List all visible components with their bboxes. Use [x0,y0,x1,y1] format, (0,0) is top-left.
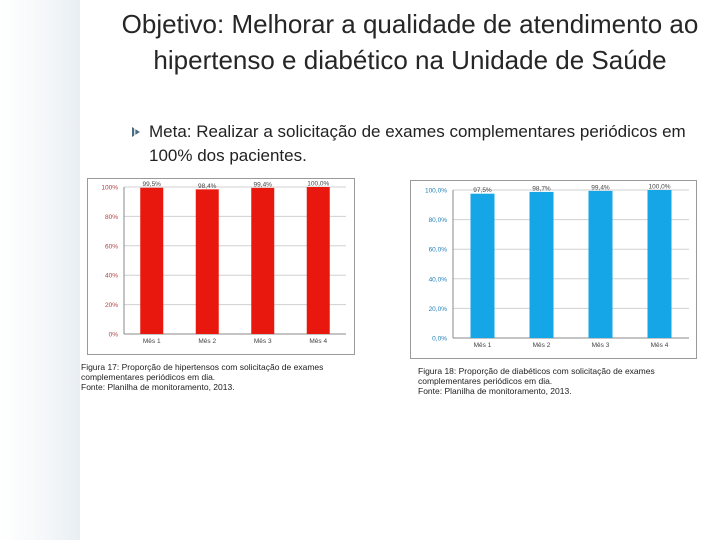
hypertension-data-label: 98,4% [198,183,217,190]
hypertension-y-tick-label: 0% [109,332,119,339]
diabetes-bar [647,190,672,338]
hypertension-bar [306,187,330,334]
slide-left-decoration [0,0,80,540]
diabetes-y-tick-label: 40,0% [429,276,448,283]
hypertension-bar [140,187,164,334]
hypertension-category-label: Mês 4 [309,338,327,345]
goal-bullet-text: Meta: Realizar a solicitação de exames c… [149,122,686,165]
hypertension-y-tick-label: 20% [105,302,118,309]
slide-title: Objetivo: Melhorar a qualidade de atendi… [110,6,710,78]
hypertension-category-label: Mês 2 [198,338,216,345]
diabetes-y-tick-label: 0,0% [432,336,447,343]
hypertension-data-label: 99,5% [143,181,162,188]
diabetes-data-label: 97,5% [473,187,492,194]
diabetes-data-label: 98,7% [532,185,551,192]
diabetes-category-label: Mês 1 [474,342,492,349]
slide-title-lead: Objetivo: [121,9,225,39]
goal-bullet: Meta: Realizar a solicitação de exames c… [130,120,700,168]
diabetes-category-label: Mês 3 [592,342,610,349]
hypertension-y-tick-label: 40% [105,273,118,280]
diabetes-bar [529,191,554,338]
hypertension-data-label: 100,0% [307,181,329,188]
slide-title-rest: Melhorar a qualidade de atendimento ao h… [153,9,699,75]
hypertension-category-label: Mês 1 [143,338,161,345]
hypertension-category-label: Mês 3 [254,338,272,345]
hypertension-data-label: 99,4% [254,181,273,188]
diabetes-bar [470,193,495,338]
figure-17-caption: Figura 17: Proporção de hipertensos com … [81,362,324,392]
diabetes-y-tick-label: 80,0% [429,217,448,224]
hypertension-bar [251,187,275,334]
diabetes-chart: 0,0% 20,0% 40,0% 60,0% 80,0% 100,0% 97,5% Mês 1… [410,180,697,359]
diabetes-category-label: Mês 2 [533,342,551,349]
diabetes-bar [588,190,613,338]
hypertension-bar [195,189,219,334]
diabetes-y-tick-label: 60,0% [429,247,448,254]
bullet-icon [132,126,142,138]
diabetes-y-tick-label: 100,0% [425,188,447,195]
diabetes-data-label: 99,4% [591,184,610,191]
hypertension-y-tick-label: 60% [105,243,118,250]
diabetes-y-tick-label: 20,0% [429,306,448,313]
hypertension-y-tick-label: 80% [105,214,118,221]
diabetes-data-label: 100,0% [648,184,670,191]
hypertension-y-tick-label: 100% [101,185,118,192]
hypertension-chart: 0% 20% 40% 60% 80% 100% 99,5% Mês 1 98,4% Mês 2 99… [87,178,355,355]
hypertension-chart-svg: 0% 20% 40% 60% 80% 100% 99,5% Mês 1 98,4% Mês 2 99… [101,181,346,345]
diabetes-chart-svg: 0,0% 20,0% 40,0% 60,0% 80,0% 100,0% 97,5% Mês 1… [425,184,689,349]
diabetes-category-label: Mês 4 [651,342,669,349]
figure-18-caption: Figura 18: Proporção de diabéticos com s… [418,366,655,396]
